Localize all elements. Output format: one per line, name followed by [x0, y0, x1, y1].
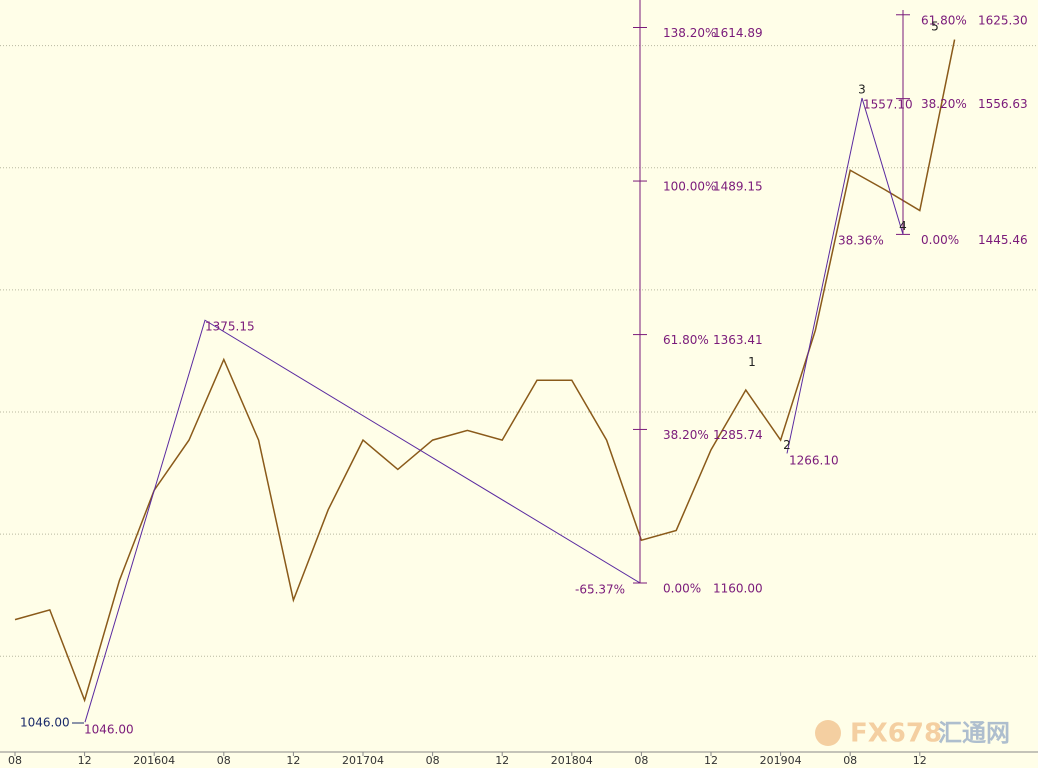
- x-tick-label: 08: [426, 754, 440, 767]
- x-tick-label: 12: [78, 754, 92, 767]
- logo-name: 汇通网: [938, 719, 1010, 747]
- x-tick-label: 201604: [133, 754, 175, 767]
- swing-line: [84, 319, 641, 723]
- x-tick-label: 08: [217, 754, 231, 767]
- price-annotation: 1046.00: [20, 716, 70, 730]
- fib-price: 1445.46: [978, 233, 1028, 247]
- fib-percent: 138.20%: [663, 26, 716, 40]
- price-annotation: 1375.15: [205, 320, 255, 334]
- x-tick-label: 08: [8, 754, 22, 767]
- fib-price: 1625.30: [978, 13, 1028, 27]
- fib-percent: 0.00%: [663, 581, 701, 595]
- fib-price: 1614.89: [713, 26, 763, 40]
- fib-percent: 0.00%: [921, 233, 959, 247]
- logo-icon: [815, 720, 841, 746]
- fib-percent: 38.20%: [921, 97, 967, 111]
- fib-extension: -65.37%: [575, 583, 625, 597]
- fib-percent: 61.80%: [663, 333, 709, 347]
- wave-label: 2: [783, 438, 791, 452]
- fib-price: 1363.41: [713, 333, 763, 347]
- watermark: FX678 汇通网: [815, 719, 1010, 749]
- fib-price: 1285.74: [713, 428, 763, 442]
- x-tick-label: 12: [286, 754, 300, 767]
- price-annotation: 1557.10: [863, 98, 913, 112]
- price-annotation: 1046.00: [84, 723, 134, 737]
- x-tick-label: 201804: [551, 754, 593, 767]
- x-tick-label: 12: [913, 754, 927, 767]
- x-tick-label: 12: [495, 754, 509, 767]
- price-line: [14, 39, 956, 703]
- x-tick-label: 201704: [342, 754, 384, 767]
- fib-price: 1556.63: [978, 97, 1028, 111]
- fib-percent: 100.00%: [663, 180, 716, 194]
- fib-percent: 38.20%: [663, 428, 709, 442]
- fib-price: 1160.00: [713, 581, 763, 595]
- fib-percent: 61.80%: [921, 13, 967, 27]
- logo-brand: FX678: [850, 719, 942, 749]
- price-annotation: 1266.10: [789, 454, 839, 468]
- x-tick-label: 08: [843, 754, 857, 767]
- wave-label: 4: [899, 219, 907, 233]
- fib-extension: 38.36%: [838, 234, 884, 248]
- wave-label: 5: [931, 20, 939, 34]
- wave-line: [786, 97, 904, 454]
- x-tick-label: 08: [634, 754, 648, 767]
- x-tick-label: 12: [704, 754, 718, 767]
- wave-label: 1: [748, 355, 756, 369]
- wave-label: 3: [858, 83, 866, 97]
- x-tick-label: 201904: [760, 754, 802, 767]
- fib-price: 1489.15: [713, 180, 763, 194]
